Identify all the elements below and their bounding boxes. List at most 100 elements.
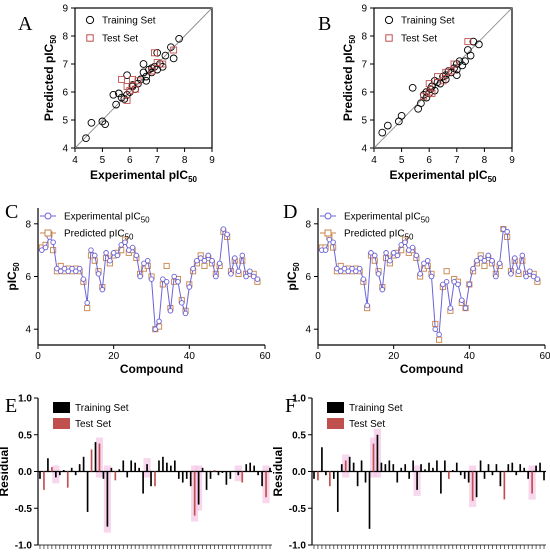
experimental-point <box>80 276 87 282</box>
test-point <box>151 49 158 57</box>
training-residual-bar <box>201 467 204 472</box>
experimental-point <box>129 244 136 251</box>
training-residual-bar <box>380 462 383 472</box>
legend-experimental-label-main: Experimental pIC <box>64 212 141 223</box>
y-tick-label: 4 <box>25 325 31 336</box>
training-point <box>175 34 183 43</box>
training-residual-bar <box>428 462 430 472</box>
training-residual-bar <box>74 471 77 476</box>
experimental-point <box>163 279 170 285</box>
legend-training-label: Training Set <box>102 16 156 27</box>
predicted-point <box>84 305 91 312</box>
test-point <box>420 92 428 100</box>
legend-test-swatch <box>53 418 70 429</box>
training-residual-bar <box>110 467 113 472</box>
test-point <box>148 67 156 75</box>
test-point <box>450 60 458 68</box>
x-axis-label: Compound <box>120 362 183 376</box>
experimental-point <box>530 273 537 280</box>
training-point <box>383 121 392 130</box>
experimental-point <box>141 260 147 267</box>
y-tick-label: 9 <box>361 4 367 15</box>
experimental-point <box>402 239 408 245</box>
training-point <box>452 71 461 80</box>
y-tick-label: 1.0 <box>292 394 306 405</box>
x-tick-label: 8 <box>182 155 188 166</box>
x-tick-label: 8 <box>482 155 488 166</box>
experimental-point <box>368 250 374 256</box>
training-residual-bar <box>257 471 259 476</box>
training-residual-bar <box>519 464 522 472</box>
y-tick-label: 0.5 <box>18 430 32 441</box>
experimental-point <box>372 252 378 259</box>
test-residual-bar <box>329 471 331 487</box>
training-residual-bar <box>400 467 403 472</box>
training-residual-bar <box>527 471 529 479</box>
y-tick-label: 8 <box>361 32 367 43</box>
experimental-point <box>508 271 514 277</box>
experimental-point <box>330 239 336 245</box>
training-residual-bar <box>106 471 109 527</box>
x-tick-label: 40 <box>184 351 196 362</box>
experimental-point <box>247 268 253 274</box>
experimental-point <box>447 305 454 311</box>
y-tick-label: -1.0 <box>289 541 307 552</box>
training-residual-bar <box>197 471 200 505</box>
experimental-point <box>152 326 159 332</box>
y-tick-label: 0.5 <box>292 430 306 441</box>
training-residual-bar <box>86 471 89 512</box>
test-residual-bar <box>154 471 156 487</box>
y-tick-label: -0.5 <box>15 504 33 515</box>
training-point <box>87 118 96 127</box>
legend-predicted-label: Predicted pIC50 <box>344 229 414 242</box>
training-residual-bar <box>499 471 502 487</box>
panel-label: D <box>283 201 297 223</box>
y-tick-label: 4 <box>305 325 311 336</box>
y-tick-label: -1.0 <box>15 541 33 552</box>
y-tick-label: -0.5 <box>289 504 307 515</box>
legend-predicted-label-subscript: 50 <box>405 233 414 242</box>
test-residual-bar <box>90 449 93 472</box>
experimental-point <box>360 276 367 282</box>
experimental-point <box>481 257 488 264</box>
legend-predicted-label-main: Predicted pIC <box>344 229 405 240</box>
y-tick-label: 4 <box>361 144 367 155</box>
predicted-point <box>443 268 450 275</box>
legend-test-swatch <box>327 418 344 429</box>
x-tick-label: 6 <box>426 155 432 166</box>
x-axis-label: Experimental pIC50 <box>90 168 197 184</box>
training-residual-bar <box>440 471 442 494</box>
experimental-point <box>65 268 72 274</box>
test-point <box>439 77 447 85</box>
experimental-point <box>73 268 79 274</box>
y-tick-label: 0.0 <box>292 467 306 478</box>
predicted-point <box>163 262 170 270</box>
training-residual-bar <box>543 471 545 481</box>
experimental-point <box>349 265 355 272</box>
x-tick-label: 5 <box>100 155 106 166</box>
training-point <box>397 111 406 120</box>
experimental-point <box>387 257 393 264</box>
plot-frame <box>74 7 213 149</box>
experimental-point <box>50 239 56 245</box>
legend-experimental-label-main: Experimental pIC <box>344 212 421 223</box>
experimental-point <box>99 286 106 293</box>
experimental-point <box>417 271 423 277</box>
training-residual-bar <box>384 464 387 472</box>
training-residual-bar <box>249 462 252 472</box>
training-point <box>408 83 417 92</box>
test-point <box>118 75 126 83</box>
legend-training-label: Training Set <box>349 403 403 414</box>
experimental-point <box>440 281 446 288</box>
experimental-point <box>84 300 90 306</box>
experimental-point <box>379 286 386 293</box>
test-point <box>434 73 441 81</box>
training-residual-bar <box>368 471 371 529</box>
training-residual-bar <box>467 471 470 483</box>
predicted-point <box>201 262 208 270</box>
experimental-point <box>341 265 348 272</box>
training-residual-bar <box>269 467 271 472</box>
training-residual-bar <box>420 464 422 472</box>
test-point <box>123 96 131 104</box>
